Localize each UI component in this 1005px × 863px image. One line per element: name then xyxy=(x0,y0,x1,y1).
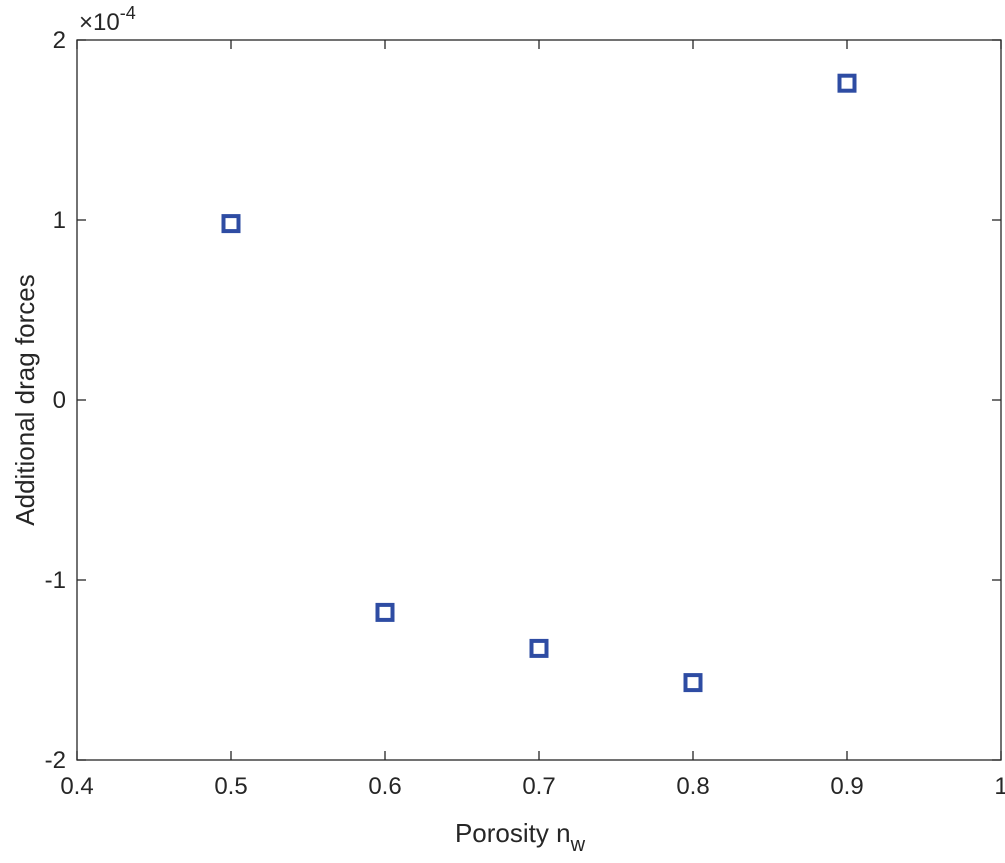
x-tick-label: 1 xyxy=(994,773,1005,800)
y-tick-label: 0 xyxy=(53,387,66,414)
y-axis-ticks: -2 -1 0 1 2 xyxy=(45,27,1001,774)
x-axis-label-main: Porosity n xyxy=(455,818,571,848)
x-axis-label: Porosity nw xyxy=(455,818,586,856)
x-axis-ticks: 0.4 0.5 0.6 0.7 0.8 0.9 1 xyxy=(60,40,1005,800)
x-tick-label: 0.4 xyxy=(60,773,93,800)
data-point-marker xyxy=(683,673,703,693)
y-tick-label: -2 xyxy=(45,747,66,774)
data-point-marker xyxy=(221,214,241,234)
data-point-marker xyxy=(375,602,395,622)
y-scale-base: ×10 xyxy=(79,9,120,36)
data-point-marker xyxy=(529,638,549,658)
x-tick-label: 0.7 xyxy=(522,773,555,800)
y-axis-label: Additional drag forces xyxy=(10,274,40,525)
y-tick-label: 1 xyxy=(53,207,66,234)
x-axis-label-subscript: w xyxy=(570,834,586,856)
x-tick-label: 0.6 xyxy=(368,773,401,800)
x-tick-label: 0.9 xyxy=(830,773,863,800)
y-tick-label: 2 xyxy=(53,27,66,54)
data-point-marker xyxy=(837,73,857,93)
y-scale-exponent-label: ×10-4 xyxy=(79,3,136,36)
x-tick-label: 0.5 xyxy=(214,773,247,800)
x-tick-label: 0.8 xyxy=(676,773,709,800)
y-tick-label: -1 xyxy=(45,567,66,594)
data-markers xyxy=(221,73,857,693)
plot-area-frame xyxy=(76,39,1002,761)
y-scale-exponent: -4 xyxy=(120,3,136,23)
